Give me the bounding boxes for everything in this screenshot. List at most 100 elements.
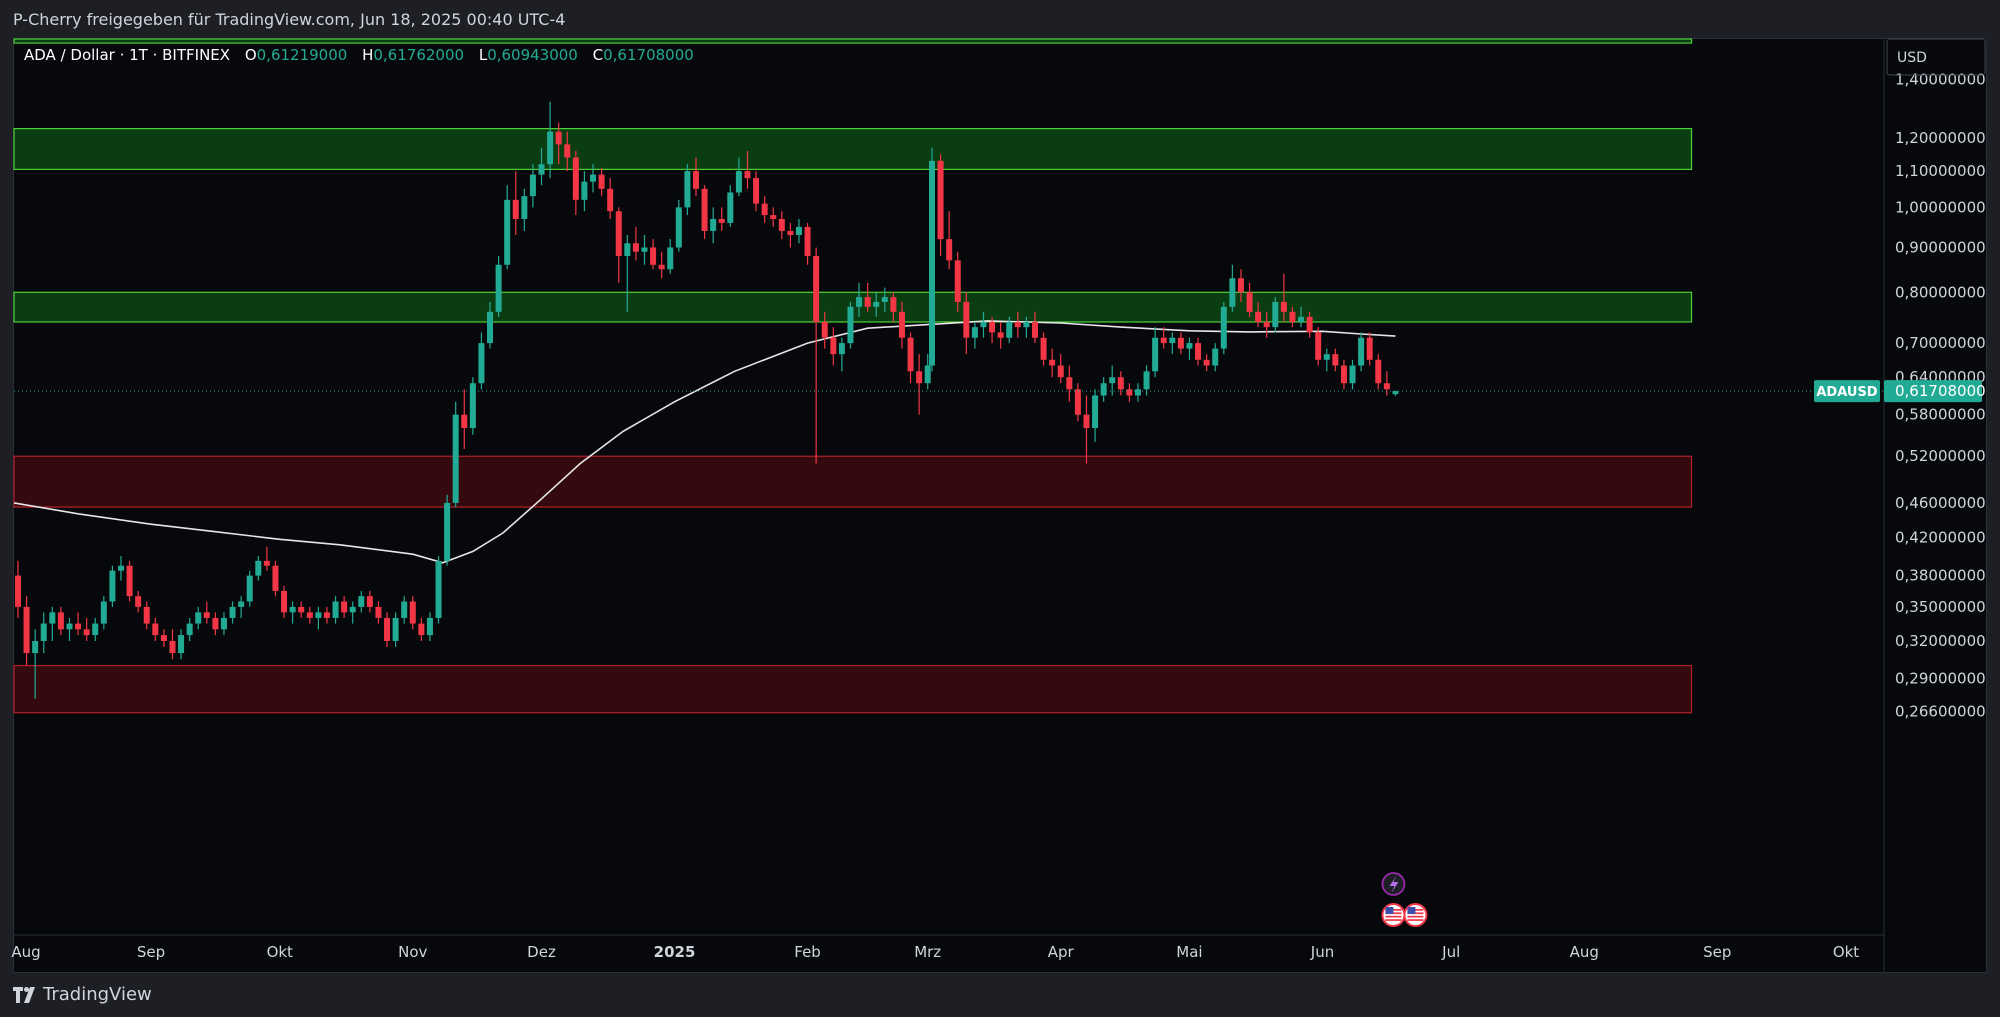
candle-2025-06-18 — [1392, 390, 1399, 396]
candle-body — [160, 635, 167, 641]
y-tick-label: 1,20000000 — [1895, 129, 1986, 147]
candle-2024-08-05 — [32, 629, 39, 699]
candle-body — [1049, 359, 1056, 366]
tradingview-brand[interactable]: TradingView — [13, 984, 152, 1005]
candle-2024-08-11 — [57, 606, 64, 636]
candle-body — [1383, 383, 1390, 390]
candle-body — [1392, 391, 1399, 395]
candle-body — [1263, 321, 1270, 328]
candle-body — [495, 264, 502, 312]
candle-body — [924, 365, 931, 384]
x-tick-label: Jun — [1310, 943, 1334, 961]
candle-body — [555, 131, 562, 145]
candle-2024-12-07 — [564, 131, 571, 172]
candle-body — [838, 343, 845, 355]
candle-2024-08-27 — [126, 560, 133, 602]
candle-body — [1306, 316, 1313, 333]
candle-body — [435, 560, 442, 618]
candle-2025-05-25 — [1289, 306, 1296, 328]
x-tick-label: Aug — [11, 943, 40, 961]
candle-2024-08-31 — [143, 601, 150, 630]
candle-2025-06-04 — [1332, 348, 1339, 372]
candle-2024-10-18 — [349, 601, 356, 624]
candle-2024-09-10 — [186, 617, 193, 641]
candle-2025-04-03 — [1066, 365, 1073, 402]
candle-2024-09-06 — [169, 629, 176, 660]
symbol-legend: ADA / Dollar · 1T · BITFINEX O0,61219000… — [24, 46, 694, 64]
candle-body — [907, 337, 914, 372]
y-tick-label: 0,35000000 — [1895, 598, 1986, 616]
currency-selector[interactable] — [1886, 38, 1986, 76]
candle-body — [1057, 365, 1064, 378]
x-tick-label: Okt — [267, 943, 293, 961]
candle-body — [306, 612, 313, 618]
candle-body — [126, 565, 133, 597]
candle-2024-12-15 — [598, 167, 605, 197]
y-tick-label: 0,29000000 — [1895, 669, 1986, 687]
chart-canvas[interactable]: 1,40000000 1,20000000 1,10000000 1,00000000… — [0, 0, 2000, 973]
candle-2025-04-07 — [1083, 395, 1090, 464]
flag-stripe — [1407, 915, 1424, 918]
candle-body — [937, 160, 944, 240]
candle-body — [375, 606, 382, 618]
candle-2024-12-21 — [624, 235, 631, 312]
y-tick-label: 0,58000000 — [1895, 406, 1986, 424]
candle-2024-11-09 — [444, 494, 451, 566]
candle-body — [1066, 377, 1073, 390]
candle-2025-03-06 — [946, 211, 953, 270]
candle-body — [178, 635, 185, 654]
candle-2024-12-11 — [581, 171, 588, 212]
supply-zone-1 — [13, 128, 1693, 170]
candle-2025-04-05 — [1074, 383, 1081, 422]
candle-body — [624, 243, 631, 257]
candle-body — [1040, 337, 1047, 360]
currency-label[interactable]: USD — [1897, 50, 1927, 66]
candle-body — [1014, 321, 1021, 328]
candle-2025-01-22 — [761, 196, 768, 223]
candle-body — [117, 565, 124, 571]
candle-2025-03-28 — [1040, 332, 1047, 366]
candle-body — [971, 327, 978, 338]
candle-2024-10-08 — [306, 606, 313, 624]
candle-2024-09-16 — [212, 612, 219, 636]
candle-body — [607, 188, 614, 212]
candle-2025-05-27 — [1298, 306, 1305, 328]
open-value: 0,61219000 — [256, 46, 348, 64]
symbol-name[interactable]: ADA / Dollar · 1T · BITFINEX — [24, 46, 231, 64]
candle-2024-10-20 — [358, 590, 365, 613]
y-tick-label: 1,00000000 — [1895, 198, 1986, 216]
candle-2025-05-05 — [1203, 354, 1210, 372]
candle-2025-03-12 — [971, 321, 978, 349]
candle-body — [598, 174, 605, 189]
candle-body — [418, 623, 425, 636]
flag-stripe — [1385, 915, 1402, 918]
y-tick-label: 0,90000000 — [1895, 238, 1986, 256]
candle-body — [341, 601, 348, 613]
candle-2024-10-14 — [332, 596, 339, 624]
candle-body — [632, 243, 639, 252]
candle-2024-08-25 — [117, 556, 124, 581]
candle-body — [246, 575, 253, 602]
candle-body — [1323, 354, 1330, 360]
y-tick-label: 1,40000000 — [1895, 70, 1986, 88]
candle-2025-01-08 — [701, 185, 708, 240]
candle-2025-02-21 — [890, 292, 897, 322]
candle-body — [15, 575, 21, 607]
candle-body — [1375, 359, 1382, 384]
candle-2024-10-12 — [323, 606, 330, 624]
candle-body — [761, 203, 768, 216]
candle-2025-01-06 — [692, 157, 699, 197]
demand-zone-4 — [13, 664, 1693, 714]
candle-body — [212, 617, 219, 630]
candle-2025-04-21 — [1143, 365, 1150, 396]
candle-2024-09-18 — [220, 612, 227, 636]
x-tick-label: Nov — [398, 943, 427, 961]
candle-2025-05-17 — [1255, 301, 1262, 328]
candle-2025-04-17 — [1126, 383, 1133, 402]
candle-2024-11-21 — [495, 256, 502, 317]
candle-2025-03-16 — [989, 316, 996, 344]
candle-2025-04-25 — [1160, 327, 1167, 349]
candle-2025-03-24 — [1023, 316, 1030, 338]
flag-canton — [1385, 907, 1394, 914]
candle-body — [590, 174, 597, 182]
